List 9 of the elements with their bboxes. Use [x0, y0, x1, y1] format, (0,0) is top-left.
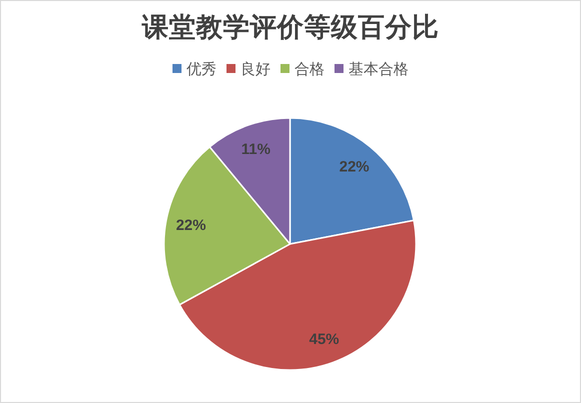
legend-label: 良好: [240, 61, 270, 78]
legend-label: 基本合格: [348, 61, 408, 78]
legend-label: 优秀: [186, 61, 216, 78]
data-label: 22%: [339, 158, 370, 176]
data-label: 11%: [241, 141, 270, 158]
legend-label: 合格: [294, 61, 324, 78]
data-label: 45%: [309, 330, 340, 348]
data-label: 22%: [176, 217, 206, 234]
title: 课堂教学评价等级百分比: [142, 12, 439, 42]
